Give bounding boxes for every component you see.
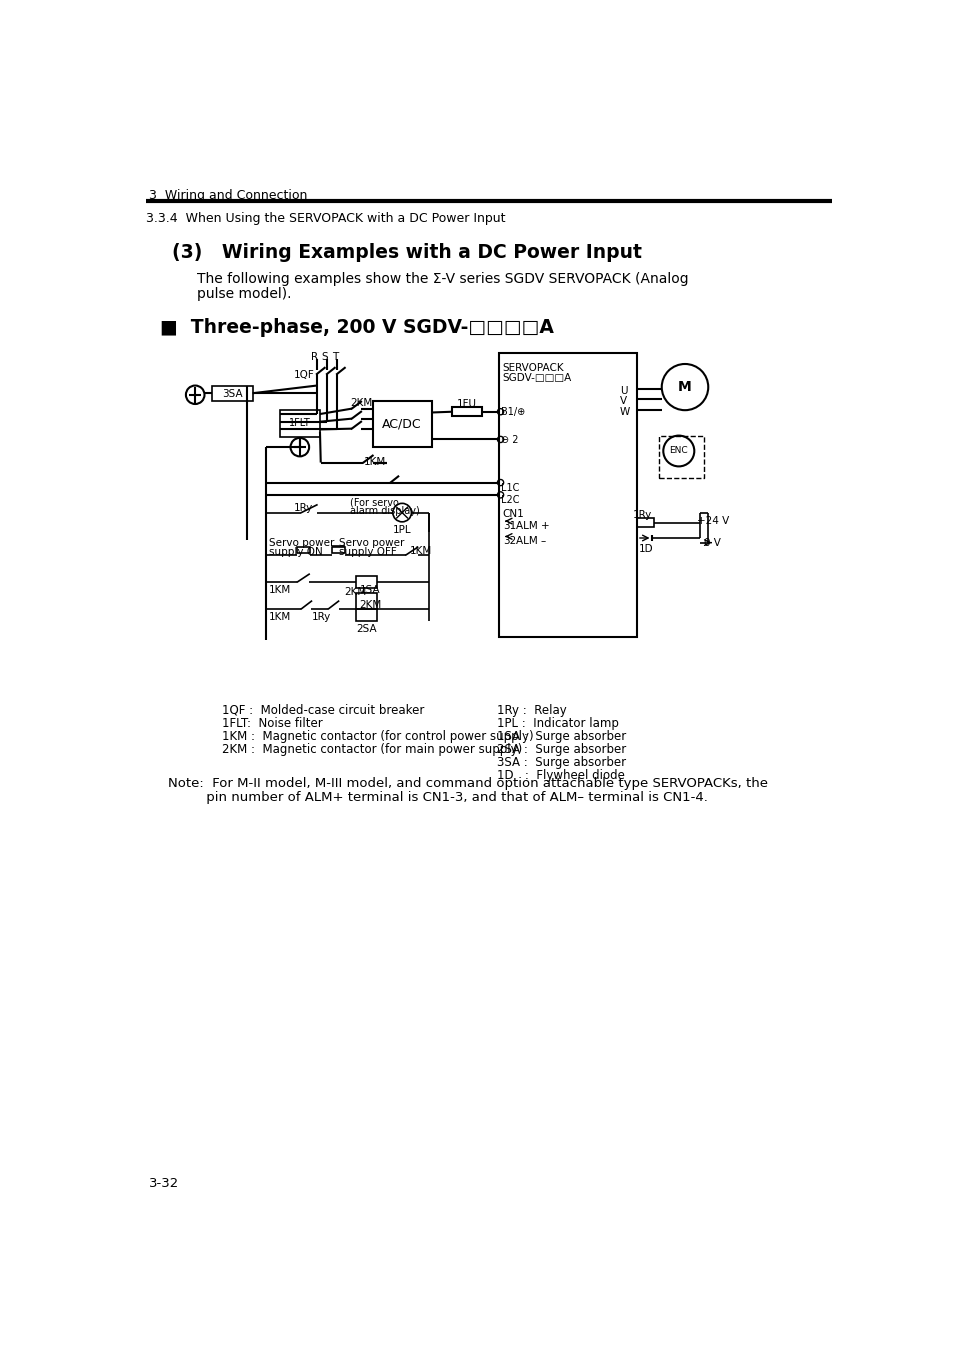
- Bar: [297, 548, 310, 553]
- Text: S: S: [321, 352, 328, 362]
- Text: 1QF :  Molded-case circuit breaker: 1QF : Molded-case circuit breaker: [222, 703, 424, 717]
- Text: 1Ry: 1Ry: [311, 612, 331, 622]
- Text: 2SA :  Surge absorber: 2SA : Surge absorber: [497, 742, 626, 756]
- Text: U: U: [619, 385, 627, 396]
- Text: 3  Wiring and Connection: 3 Wiring and Connection: [149, 189, 307, 203]
- Text: 1FLT: 1FLT: [289, 418, 311, 427]
- Text: 2KM :  Magnetic contactor (for main power supply): 2KM : Magnetic contactor (for main power…: [222, 742, 522, 756]
- Text: 1KM: 1KM: [269, 585, 291, 595]
- Text: 3.3.4  When Using the SERVOPACK with a DC Power Input: 3.3.4 When Using the SERVOPACK with a DC…: [146, 212, 505, 226]
- Text: 31: 31: [502, 521, 516, 531]
- Bar: [498, 353, 637, 637]
- Bar: [212, 385, 253, 402]
- Text: 0 V: 0 V: [703, 538, 720, 548]
- Bar: [373, 402, 431, 448]
- Text: CN1: CN1: [502, 508, 524, 519]
- Text: B1/⊕: B1/⊕: [500, 407, 525, 418]
- Text: 1Ry: 1Ry: [633, 510, 652, 521]
- Text: 2SA: 2SA: [355, 625, 376, 634]
- Bar: [332, 548, 344, 553]
- Text: 3SA :  Surge absorber: 3SA : Surge absorber: [497, 756, 626, 769]
- Text: M: M: [678, 380, 691, 393]
- Text: R: R: [311, 352, 318, 362]
- Text: 3-32: 3-32: [149, 1178, 179, 1190]
- Text: (3)   Wiring Examples with a DC Power Input: (3) Wiring Examples with a DC Power Inpu…: [172, 243, 641, 262]
- Text: SERVOPACK: SERVOPACK: [502, 364, 564, 373]
- Text: 2KM: 2KM: [359, 599, 381, 610]
- Text: ■  Three-phase, 200 V SGDV-□□□□A: ■ Three-phase, 200 V SGDV-□□□□A: [159, 318, 553, 337]
- Bar: [355, 576, 377, 588]
- Text: 1Ry :  Relay: 1Ry : Relay: [497, 703, 567, 717]
- Text: (For servo: (For servo: [350, 498, 398, 507]
- Text: +24 V: +24 V: [696, 516, 728, 526]
- Text: ALM –: ALM –: [516, 537, 546, 546]
- Text: alarm display): alarm display): [350, 507, 419, 516]
- Text: SGDV-□□□A: SGDV-□□□A: [502, 373, 572, 383]
- Text: 1KM: 1KM: [269, 612, 291, 622]
- Text: Servo power: Servo power: [269, 538, 334, 548]
- Bar: [355, 594, 377, 608]
- Text: T: T: [332, 352, 337, 362]
- Text: 1D   :  Flywheel diode: 1D : Flywheel diode: [497, 769, 624, 781]
- Text: 1PL :  Indicator lamp: 1PL : Indicator lamp: [497, 717, 618, 730]
- Text: Note:  For M-II model, M-III model, and command option attachable type SERVOPACK: Note: For M-II model, M-III model, and c…: [168, 776, 767, 790]
- Bar: [452, 407, 481, 416]
- Text: 1KM :  Magnetic contactor (for control power supply): 1KM : Magnetic contactor (for control po…: [222, 730, 534, 742]
- Text: W: W: [619, 407, 630, 418]
- Text: 32: 32: [502, 537, 516, 546]
- Text: pulse model).: pulse model).: [196, 287, 291, 301]
- Text: ALM +: ALM +: [516, 521, 549, 531]
- Bar: [355, 608, 377, 621]
- Text: ⊖ 2: ⊖ 2: [500, 435, 518, 445]
- Text: L1C: L1C: [500, 483, 519, 492]
- Text: 1KM: 1KM: [410, 546, 432, 556]
- Text: ENC: ENC: [669, 446, 687, 456]
- Bar: [659, 435, 703, 479]
- Bar: [279, 410, 319, 437]
- Text: 1QF: 1QF: [294, 370, 314, 380]
- Text: V: V: [619, 396, 626, 407]
- Text: 1Ry: 1Ry: [294, 503, 313, 514]
- Text: 2KM: 2KM: [350, 397, 372, 408]
- Text: 1SA: 1SA: [359, 585, 379, 595]
- Text: pin number of ALM+ terminal is CN1-3, and that of ALM– terminal is CN1-4.: pin number of ALM+ terminal is CN1-3, an…: [168, 791, 707, 804]
- Text: The following examples show the Σ-V series SGDV SERVOPACK (Analog: The following examples show the Σ-V seri…: [196, 272, 688, 287]
- Text: Servo power: Servo power: [338, 538, 403, 548]
- Text: 3SA: 3SA: [222, 389, 242, 399]
- Text: 1KM: 1KM: [363, 457, 385, 468]
- Text: L2C: L2C: [500, 495, 519, 504]
- Text: 1FU: 1FU: [456, 399, 476, 410]
- Text: supply ON: supply ON: [269, 548, 322, 557]
- Text: 1D: 1D: [639, 544, 653, 554]
- Text: 1FLT:  Noise filter: 1FLT: Noise filter: [222, 717, 323, 730]
- Text: 2KM: 2KM: [344, 587, 366, 598]
- Bar: [637, 518, 654, 527]
- Text: 1PL: 1PL: [393, 525, 411, 535]
- Text: supply OFF: supply OFF: [338, 548, 395, 557]
- Text: 1SA :  Surge absorber: 1SA : Surge absorber: [497, 730, 626, 742]
- Text: AC/DC: AC/DC: [382, 418, 421, 430]
